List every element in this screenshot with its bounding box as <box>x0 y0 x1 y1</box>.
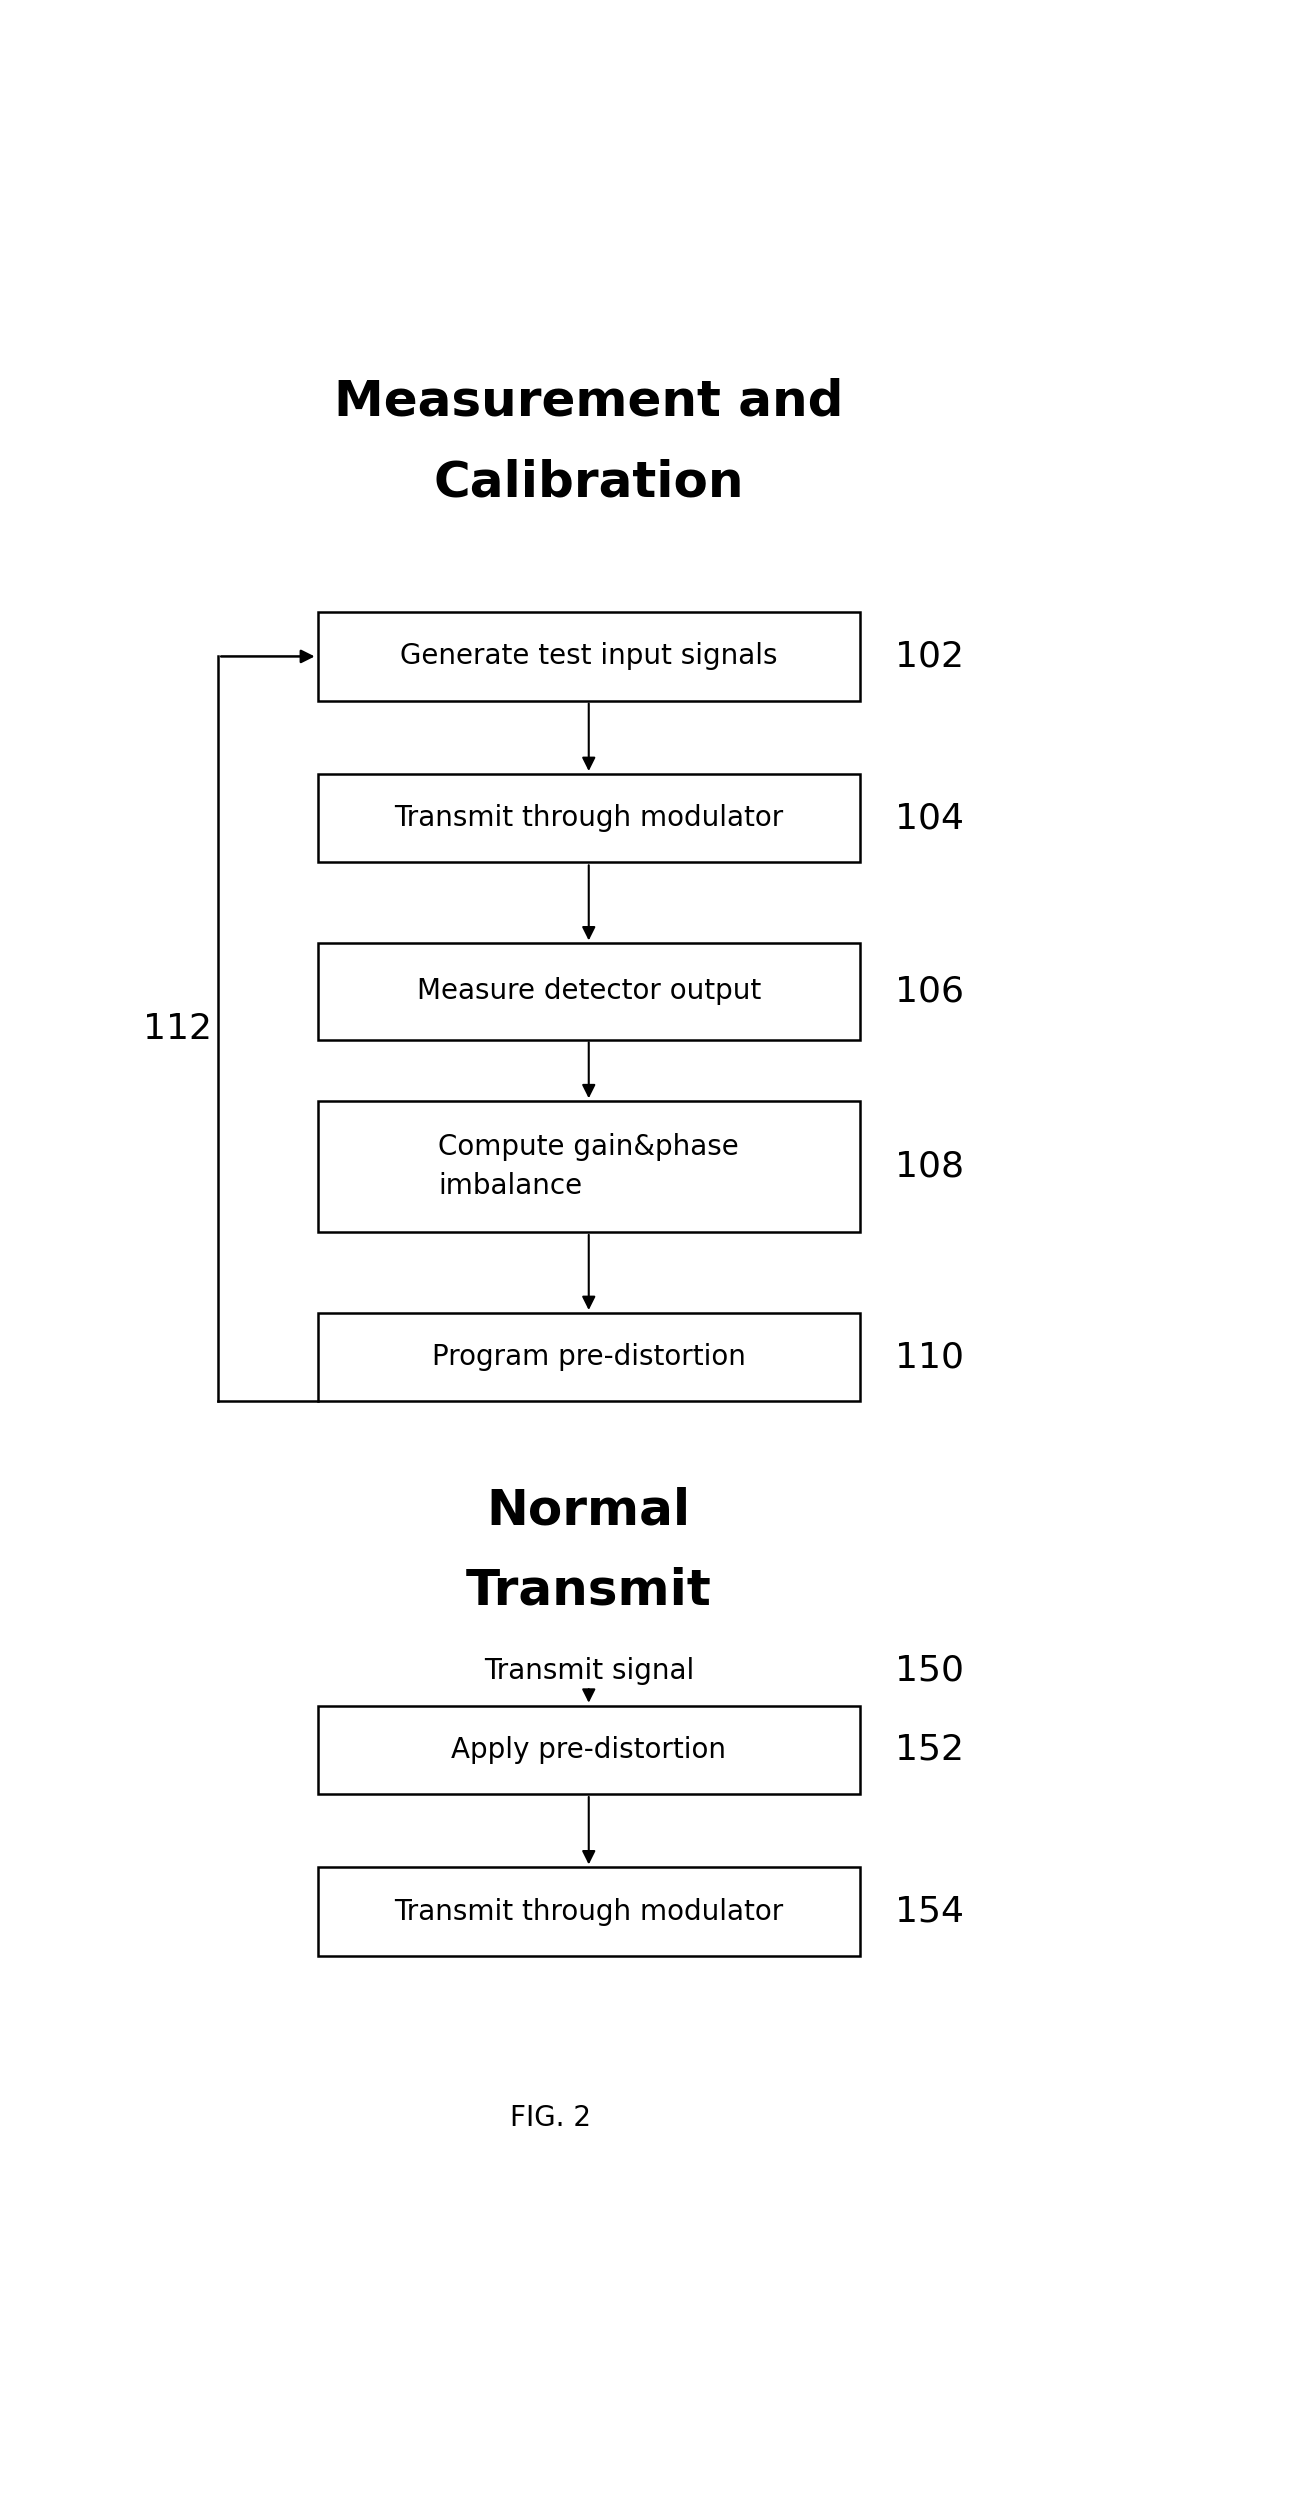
Text: Transmit through modulator: Transmit through modulator <box>394 805 784 833</box>
Text: Program pre-distortion: Program pre-distortion <box>432 1342 746 1370</box>
Text: Transmit through modulator: Transmit through modulator <box>394 1897 784 1924</box>
Text: 110: 110 <box>894 1340 963 1375</box>
Text: Apply pre-distortion: Apply pre-distortion <box>451 1736 727 1764</box>
Bar <box>317 612 861 700</box>
Text: 104: 104 <box>894 800 963 835</box>
Text: Measurement and: Measurement and <box>334 376 844 427</box>
Bar <box>317 1867 861 1957</box>
Text: Generate test input signals: Generate test input signals <box>400 642 777 670</box>
Bar <box>317 1101 861 1232</box>
Text: 106: 106 <box>894 973 963 1009</box>
Bar <box>317 1706 861 1794</box>
Text: Normal: Normal <box>486 1485 690 1533</box>
Text: 102: 102 <box>894 640 963 672</box>
Bar <box>317 1312 861 1403</box>
Text: Compute gain&phase
imbalance: Compute gain&phase imbalance <box>438 1134 740 1199</box>
Text: 112: 112 <box>143 1011 212 1046</box>
Text: Calibration: Calibration <box>433 459 744 507</box>
Text: Measure detector output: Measure detector output <box>416 979 760 1006</box>
Text: 150: 150 <box>894 1653 963 1689</box>
Bar <box>317 773 861 863</box>
Text: FIG. 2: FIG. 2 <box>510 2103 590 2133</box>
Text: Transmit signal: Transmit signal <box>484 1656 694 1686</box>
Text: 154: 154 <box>894 1894 963 1929</box>
Text: Transmit: Transmit <box>465 1568 711 1616</box>
Text: 108: 108 <box>894 1149 965 1184</box>
Text: 152: 152 <box>894 1734 963 1766</box>
Bar <box>317 943 861 1039</box>
